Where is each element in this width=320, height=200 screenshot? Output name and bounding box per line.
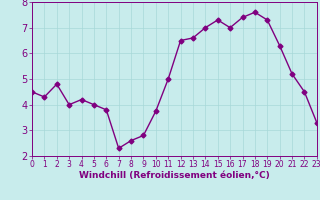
X-axis label: Windchill (Refroidissement éolien,°C): Windchill (Refroidissement éolien,°C)	[79, 171, 270, 180]
